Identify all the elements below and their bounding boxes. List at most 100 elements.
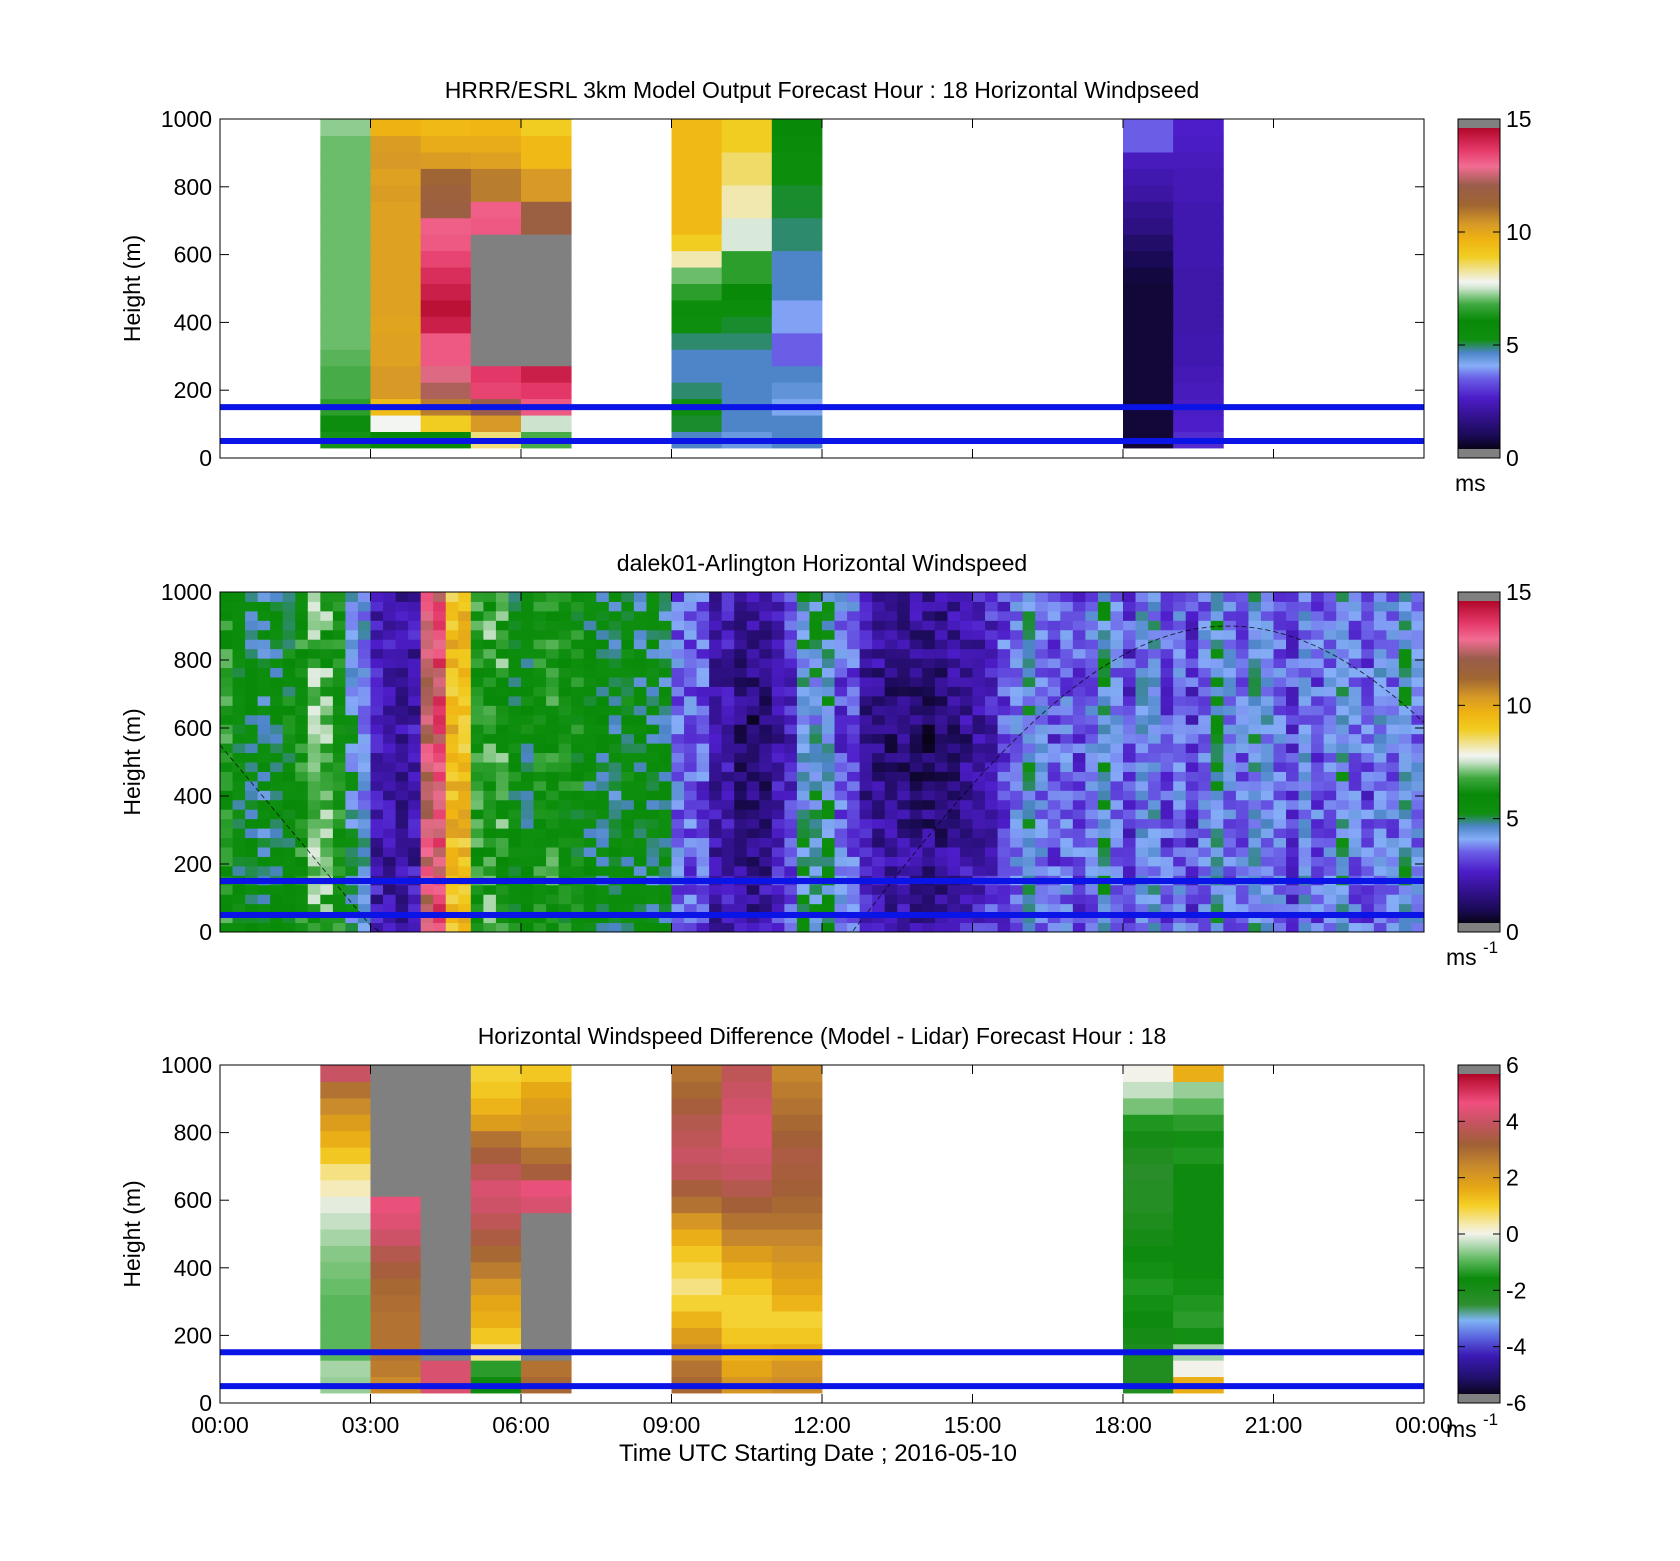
panel-2-column-65 [1022,818,1036,829]
panel-2-column-35 [646,894,660,905]
panel-2-column-77 [1173,724,1187,735]
panel-2-column-13 [370,658,384,669]
panel-2-column-95 [1398,724,1412,735]
panel-2-column-68 [1060,648,1074,659]
panel-2-column-10 [332,837,346,848]
panel-2-column-64 [1010,592,1024,602]
panel-2-column-75 [1148,629,1162,640]
panel-3-column-2 [370,1081,422,1099]
panel-2-column-9 [320,903,334,914]
panel-2-column-68 [1060,695,1074,706]
panel-2-column-34 [633,856,647,867]
panel-2-column-54 [884,724,898,735]
panel-2-column-83 [1248,705,1262,716]
panel-2-column-19 [445,818,459,829]
panel-2-column-56 [909,790,923,801]
panel-2-column-6 [282,667,296,678]
panel-2-column-59 [947,780,961,791]
panel-2-column-27 [546,771,560,782]
panel-2-column-70 [1085,837,1099,848]
panel-2-column-18 [433,828,447,839]
panel-2-column-61 [972,743,986,754]
panel-2-column-91 [1348,818,1362,829]
panel-2-column-77 [1173,639,1187,650]
panel-2-column-96 [1411,780,1425,791]
panel-3-column-5 [521,1179,572,1197]
panel-2-column-22 [483,865,497,876]
panel-2-column-56 [909,620,923,631]
panel-3-column-3 [420,1081,472,1099]
panel-2-column-91 [1348,752,1362,763]
panel-3-column-1 [320,1310,371,1328]
panel-2-column-34 [633,762,647,772]
panel-2-column-69 [1072,837,1086,848]
panel-2-column-24 [508,733,522,744]
panel-2-column-73 [1123,677,1136,687]
panel-2-column-34 [633,686,647,697]
panel-2-column-76 [1160,724,1174,735]
panel-2-column-83 [1248,733,1262,744]
panel-3-column-4 [470,1245,522,1263]
panel-2-column-50 [834,856,848,867]
panel-2-column-72 [1110,610,1124,621]
colorbar-unit: ms [1446,944,1477,970]
panel-2-column-65 [1022,695,1036,706]
panel-2-column-61 [972,610,986,621]
panel-2-column-53 [872,639,886,650]
panel-2-column-25 [521,828,534,839]
panel-2-column-93 [1373,733,1387,744]
panel-2-column-93 [1373,790,1387,801]
panel-2-column-77 [1173,837,1187,848]
panel-3-column-7 [721,1310,773,1328]
panel-2-column-53 [872,762,886,772]
panel-2-column-60 [959,922,973,933]
panel-2-column-13 [370,686,384,697]
panel-2-column-36 [658,724,672,735]
panel-1-column-5 [521,414,572,432]
panel-2-column-86 [1286,705,1299,716]
panel-2-column-45 [771,847,785,857]
panel-1-column-8 [771,250,823,268]
panel-2-column-90 [1336,592,1350,602]
panel-2-column-38 [684,629,697,640]
panel-2-column-93 [1373,847,1387,857]
panel-2-column-70 [1085,648,1099,659]
panel-2-column-42 [734,837,748,848]
panel-2-column-41 [721,705,735,716]
panel-2-column-49 [822,610,835,621]
panel-2-column-83 [1248,856,1262,867]
panel-1-column-4 [470,332,522,350]
panel-2-column-63 [997,790,1011,801]
panel-2-column-79 [1198,913,1212,924]
panel-2-column-14 [383,828,396,839]
panel-1-column-10 [1173,168,1224,186]
panel-2-column-93 [1373,648,1387,659]
panel-3-column-9 [1123,1065,1174,1082]
panel-2-column-1 [220,705,233,716]
panel-2-column-83 [1248,771,1262,782]
panel-1-column-2 [370,217,422,235]
panel-2-column-86 [1286,667,1299,678]
panel-2-column-56 [909,856,923,867]
panel-2-column-20 [458,648,472,659]
panel-2-column-9 [320,743,334,754]
panel-2-column-37 [671,799,685,810]
panel-2-column-33 [621,847,635,857]
panel-2-column-43 [746,922,760,933]
panel-2-column-50 [834,724,848,735]
panel-2-column-66 [1035,648,1049,659]
panel-3-column-9 [1123,1310,1174,1328]
panel-2-column-41 [721,592,735,602]
panel-2-column-73 [1123,601,1136,612]
panel-2-column-69 [1072,629,1086,640]
panel-2-column-54 [884,714,898,725]
panel-2-column-78 [1185,865,1199,876]
panel-2-column-69 [1072,884,1086,895]
panel-2-column-13 [370,771,384,782]
panel-2-column-87 [1298,913,1312,924]
panel-2-column-93 [1373,705,1387,716]
panel-2-column-16 [408,884,422,895]
panel-2-column-15 [395,780,409,791]
panel-2-column-68 [1060,865,1074,876]
panel-2-column-31 [596,903,610,914]
